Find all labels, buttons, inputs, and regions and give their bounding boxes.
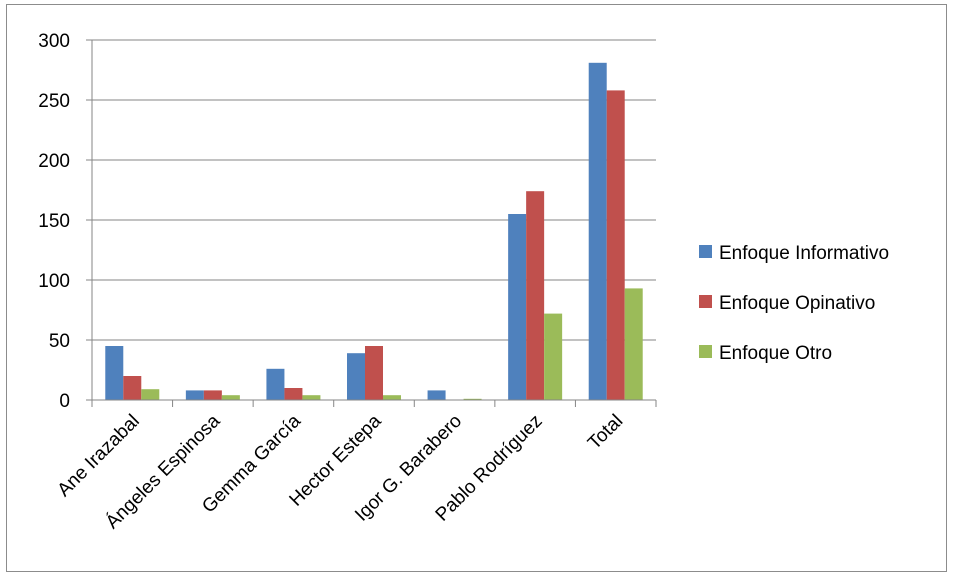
legend: Enfoque Informativo Enfoque Opinativo Enfo… [699, 243, 889, 364]
bar-enfoque-otro [302, 395, 321, 400]
legend-swatch [699, 295, 712, 308]
axes [86, 39, 657, 407]
gridlines [92, 39, 656, 341]
bar-enfoque-informativo [427, 390, 446, 400]
y-tick-label: 0 [59, 391, 70, 412]
bar-enfoque-otro [463, 398, 482, 400]
bar-enfoque-otro [221, 395, 240, 400]
y-tick-label: 200 [38, 151, 70, 172]
legend-swatch [699, 245, 712, 258]
x-category-label: Total [584, 411, 627, 454]
legend-label: Enfoque Opinativo [719, 293, 875, 314]
y-tick-label: 250 [38, 91, 70, 112]
y-tick-label: 100 [38, 271, 70, 292]
bar-enfoque-informativo [266, 368, 285, 400]
bar-enfoque-otro [544, 313, 563, 400]
legend-label: Enfoque Informativo [719, 243, 889, 264]
y-tick-labels: 0 50 100 150 200 250 300 [38, 31, 70, 412]
bar-enfoque-opinativo [365, 346, 383, 400]
y-tick-label: 150 [38, 211, 70, 232]
bar-enfoque-opinativo [526, 191, 545, 400]
bar-enfoque-opinativo [203, 390, 222, 400]
bar-enfoque-informativo [185, 390, 204, 400]
bar-enfoque-otro [383, 395, 401, 400]
bar-enfoque-otro [141, 389, 160, 400]
bar-enfoque-opinativo [606, 90, 625, 401]
bar-enfoque-informativo [105, 346, 124, 400]
chart-frame [6, 4, 947, 572]
bar-enfoque-informativo [588, 62, 607, 401]
bar-enfoque-opinativo [284, 388, 303, 400]
bar-enfoque-otro [624, 288, 643, 400]
legend-label: Enfoque Otro [719, 343, 832, 364]
bar-enfoque-informativo [508, 214, 527, 400]
y-tick-label: 50 [49, 331, 70, 352]
x-category-label: Ane Irazabal [54, 411, 144, 501]
y-tick-label: 300 [38, 31, 70, 52]
bar-enfoque-opinativo [123, 376, 142, 400]
legend-swatch [699, 345, 712, 358]
bar-enfoque-informativo [347, 353, 365, 400]
bars [105, 62, 643, 401]
